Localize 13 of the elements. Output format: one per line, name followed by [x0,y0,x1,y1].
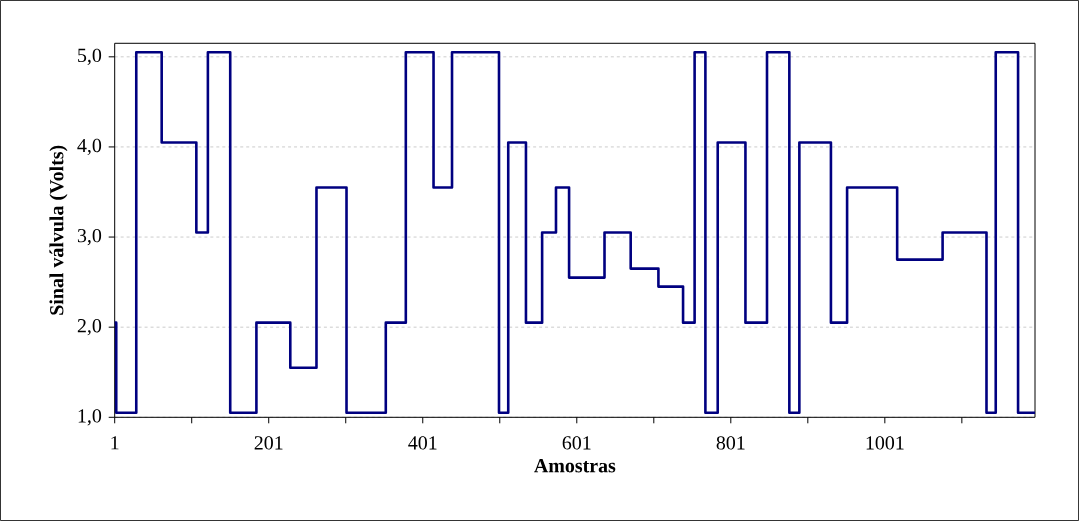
x-tick-label: 1 [111,436,119,450]
x-axis-title: Amostras [534,459,616,473]
x-tick-label: 1001 [866,436,904,450]
y-tick-label: 3,0 [77,228,102,246]
x-tick-label: 401 [408,436,437,450]
y-tick-label: 5,0 [78,48,102,65]
y-tick-label: 2,0 [77,319,102,336]
y-tick-label: 1,0 [78,409,102,426]
x-tick-label: 201 [254,436,283,450]
x-tick-label: 801 [716,436,745,450]
y-tick-label: 4,0 [77,138,102,156]
x-tick-label: 601 [562,436,591,450]
y-axis-title: Sinal válvula (Volts) [49,145,68,315]
